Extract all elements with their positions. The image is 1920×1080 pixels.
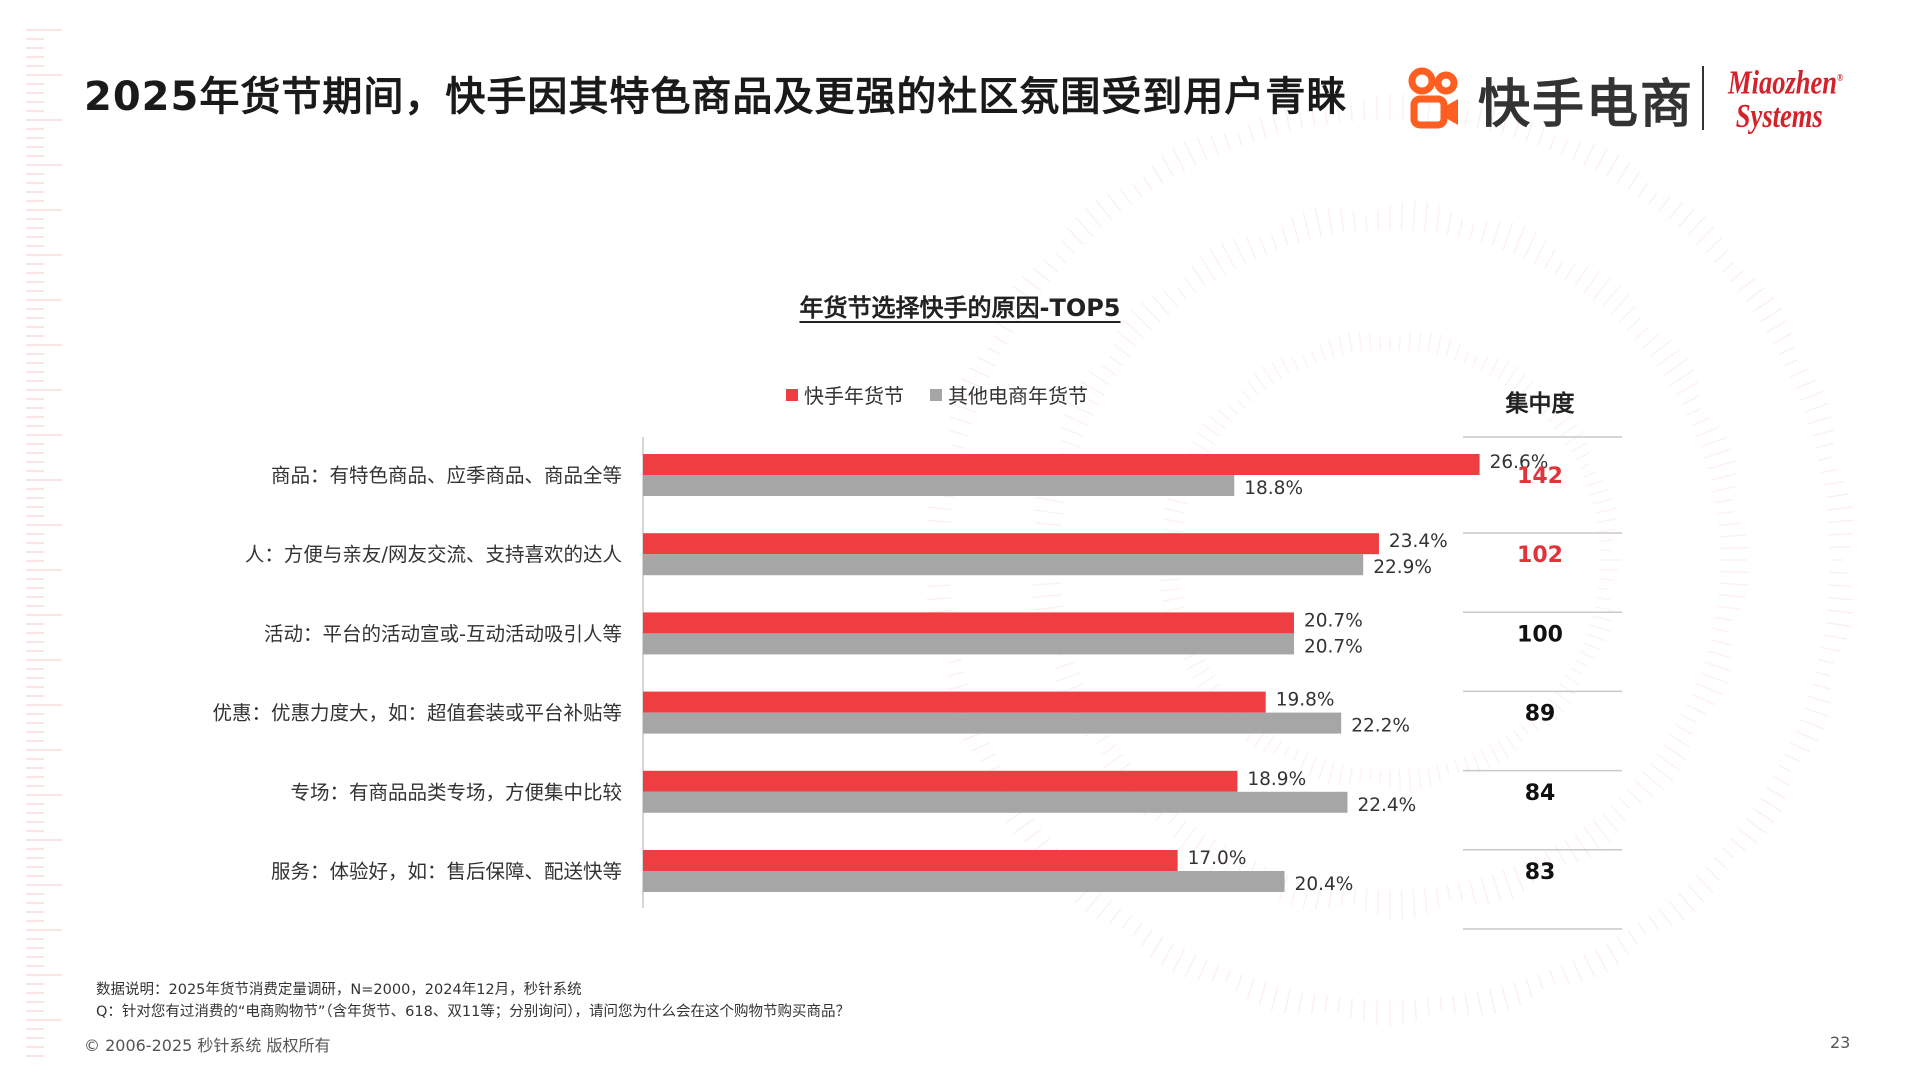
legend-swatch-other xyxy=(930,388,942,401)
category-label: 活动：平台的活动宣或-互动活动吸引人等 xyxy=(264,622,622,645)
bar-other xyxy=(643,871,1285,892)
registered-mark: ® xyxy=(1837,73,1843,84)
copyright: © 2006-2025 秒针系统 版权所有 xyxy=(84,1036,331,1055)
decor-tick-ring xyxy=(926,94,1855,1026)
bar-kuaishou xyxy=(643,770,1238,792)
bar-kuaishou xyxy=(643,850,1178,871)
category-label: 优惠：优惠力度大，如：超值套装或平台补贴等 xyxy=(212,702,622,725)
legend-swatch-kuaishou xyxy=(786,388,798,401)
bar-kuaishou xyxy=(643,533,1379,555)
category-label: 人：方便与亲友/网友交流、支持喜欢的达人 xyxy=(245,543,622,566)
category-label: 商品：有特色商品、应季商品、商品全等 xyxy=(271,464,622,487)
bar-other xyxy=(643,554,1364,576)
data-label: 23.4% xyxy=(1389,531,1448,552)
bar-kuaishou xyxy=(643,612,1295,634)
bar-other xyxy=(643,633,1295,655)
data-note: 数据说明：2025年货节消费定量调研，N=2000，2024年12月，秒针系统 xyxy=(96,982,582,998)
miaozhen-logo-line2: Systems xyxy=(1735,98,1823,136)
concentration-value: 142 xyxy=(1517,464,1563,489)
kuaishou-logo-text: 快手电商 xyxy=(1478,74,1695,135)
concentration-value: 100 xyxy=(1517,622,1563,647)
concentration-value: 83 xyxy=(1525,860,1556,885)
bar-kuaishou xyxy=(643,691,1266,713)
data-label: 19.8% xyxy=(1276,690,1335,711)
chart-title: 年货节选择快手的原因-TOP5 xyxy=(799,294,1121,322)
bar-other xyxy=(643,712,1342,734)
legend-label-kuaishou: 快手年货节 xyxy=(804,384,904,408)
concentration-header: 集中度 xyxy=(1505,391,1575,417)
bar-other xyxy=(643,791,1348,813)
concentration-value: 84 xyxy=(1525,781,1556,806)
miaozhen-logo: Miaozhen® Systems xyxy=(1728,62,1843,136)
chart-legend: 快手年货节 其他电商年货节 xyxy=(786,380,1088,409)
bar-other xyxy=(643,475,1235,496)
data-label: 22.9% xyxy=(1373,557,1432,578)
legend-item-kuaishou: 快手年货节 xyxy=(786,380,904,409)
page-number: 23 xyxy=(1830,1033,1851,1052)
page-title: 2025年货节期间，快手因其特色商品及更强的社区氛围受到用户青睐 xyxy=(84,74,1348,120)
data-label: 22.2% xyxy=(1351,716,1410,737)
question-note: Q：针对您有过消费的“电商购物节”（含年货节、618、双11等；分别询问），请问… xyxy=(96,1004,851,1020)
data-label: 20.7% xyxy=(1304,636,1363,657)
legend-item-other: 其他电商年货节 xyxy=(930,380,1088,409)
bar-kuaishou xyxy=(643,454,1480,475)
data-label: 22.4% xyxy=(1357,795,1416,816)
legend-label-other: 其他电商年货节 xyxy=(948,384,1088,408)
kuaishou-logo-icon xyxy=(1408,67,1458,129)
data-label: 20.7% xyxy=(1304,610,1363,631)
data-label: 18.9% xyxy=(1247,769,1306,790)
category-label: 专场：有商品品类专场，方便集中比较 xyxy=(290,781,622,804)
kuaishou-ecommerce-logo: 快手电商 xyxy=(1404,64,1695,135)
chart-title-wrap: 年货节选择快手的原因-TOP5 xyxy=(0,288,1920,323)
data-label: 26.6% xyxy=(1490,452,1549,473)
miaozhen-logo-line1: Miaozhen xyxy=(1728,64,1838,102)
decor-left-ruler xyxy=(26,29,62,1057)
logo-divider xyxy=(1702,66,1704,130)
data-label: 17.0% xyxy=(1188,848,1247,869)
data-label: 18.8% xyxy=(1244,478,1303,499)
concentration-value: 89 xyxy=(1525,702,1556,727)
category-label: 服务：体验好，如：售后保障、配送快等 xyxy=(271,860,622,883)
data-label: 20.4% xyxy=(1295,874,1354,895)
concentration-value: 102 xyxy=(1517,543,1563,568)
